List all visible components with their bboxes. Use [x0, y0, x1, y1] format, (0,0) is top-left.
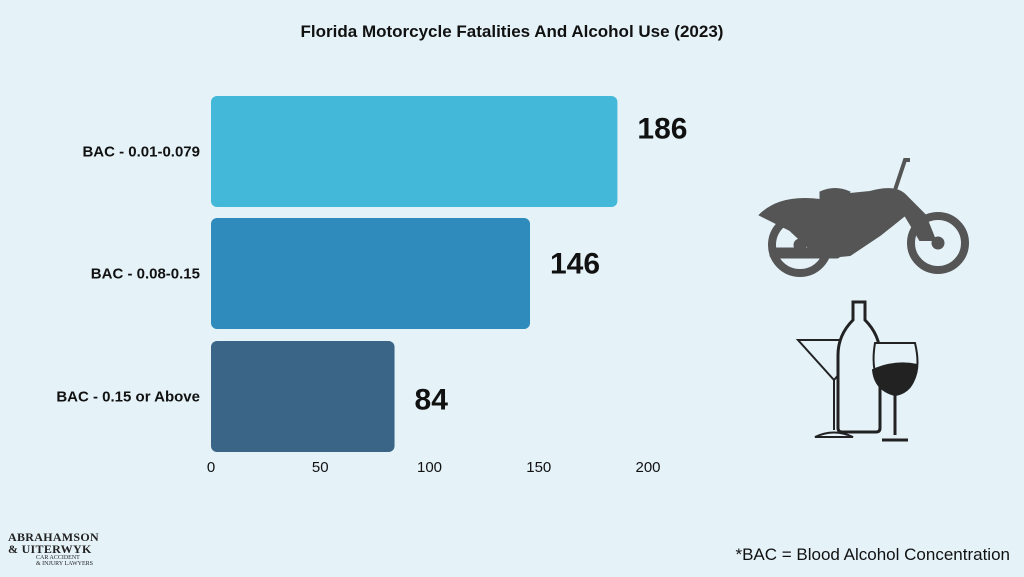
data-label: 186 [637, 113, 687, 146]
logo-line: & INJURY LAWYERS [36, 561, 93, 567]
logo-line: ABRAHAMSON [8, 530, 100, 544]
logo-line: CAR ACCIDENT [36, 555, 80, 561]
x-tick-label: 200 [635, 459, 660, 476]
x-tick-label: 100 [417, 459, 442, 476]
logo-line: & UITERWYK [8, 542, 92, 556]
chart-title: Florida Motorcycle Fatalities And Alcoho… [300, 22, 724, 41]
x-tick-label: 150 [526, 459, 551, 476]
data-label: 146 [550, 248, 600, 281]
category-label: BAC - 0.15 or Above [56, 389, 200, 406]
category-label: BAC - 0.08-0.15 [91, 266, 200, 283]
logo: ABRAHAMSON & UITERWYK CAR ACCIDENT & INJ… [8, 531, 99, 567]
bar [211, 218, 531, 329]
bar [211, 341, 395, 452]
footnote: *BAC = Blood Alcohol Concentration [735, 545, 1010, 564]
x-tick-label: 0 [207, 459, 215, 476]
category-label: BAC - 0.01-0.079 [82, 144, 200, 161]
x-tick-label: 50 [312, 459, 329, 476]
motorcycle-icon [758, 158, 969, 277]
bar [211, 96, 618, 207]
data-label: 84 [415, 384, 449, 417]
drinks-icon [795, 300, 919, 442]
